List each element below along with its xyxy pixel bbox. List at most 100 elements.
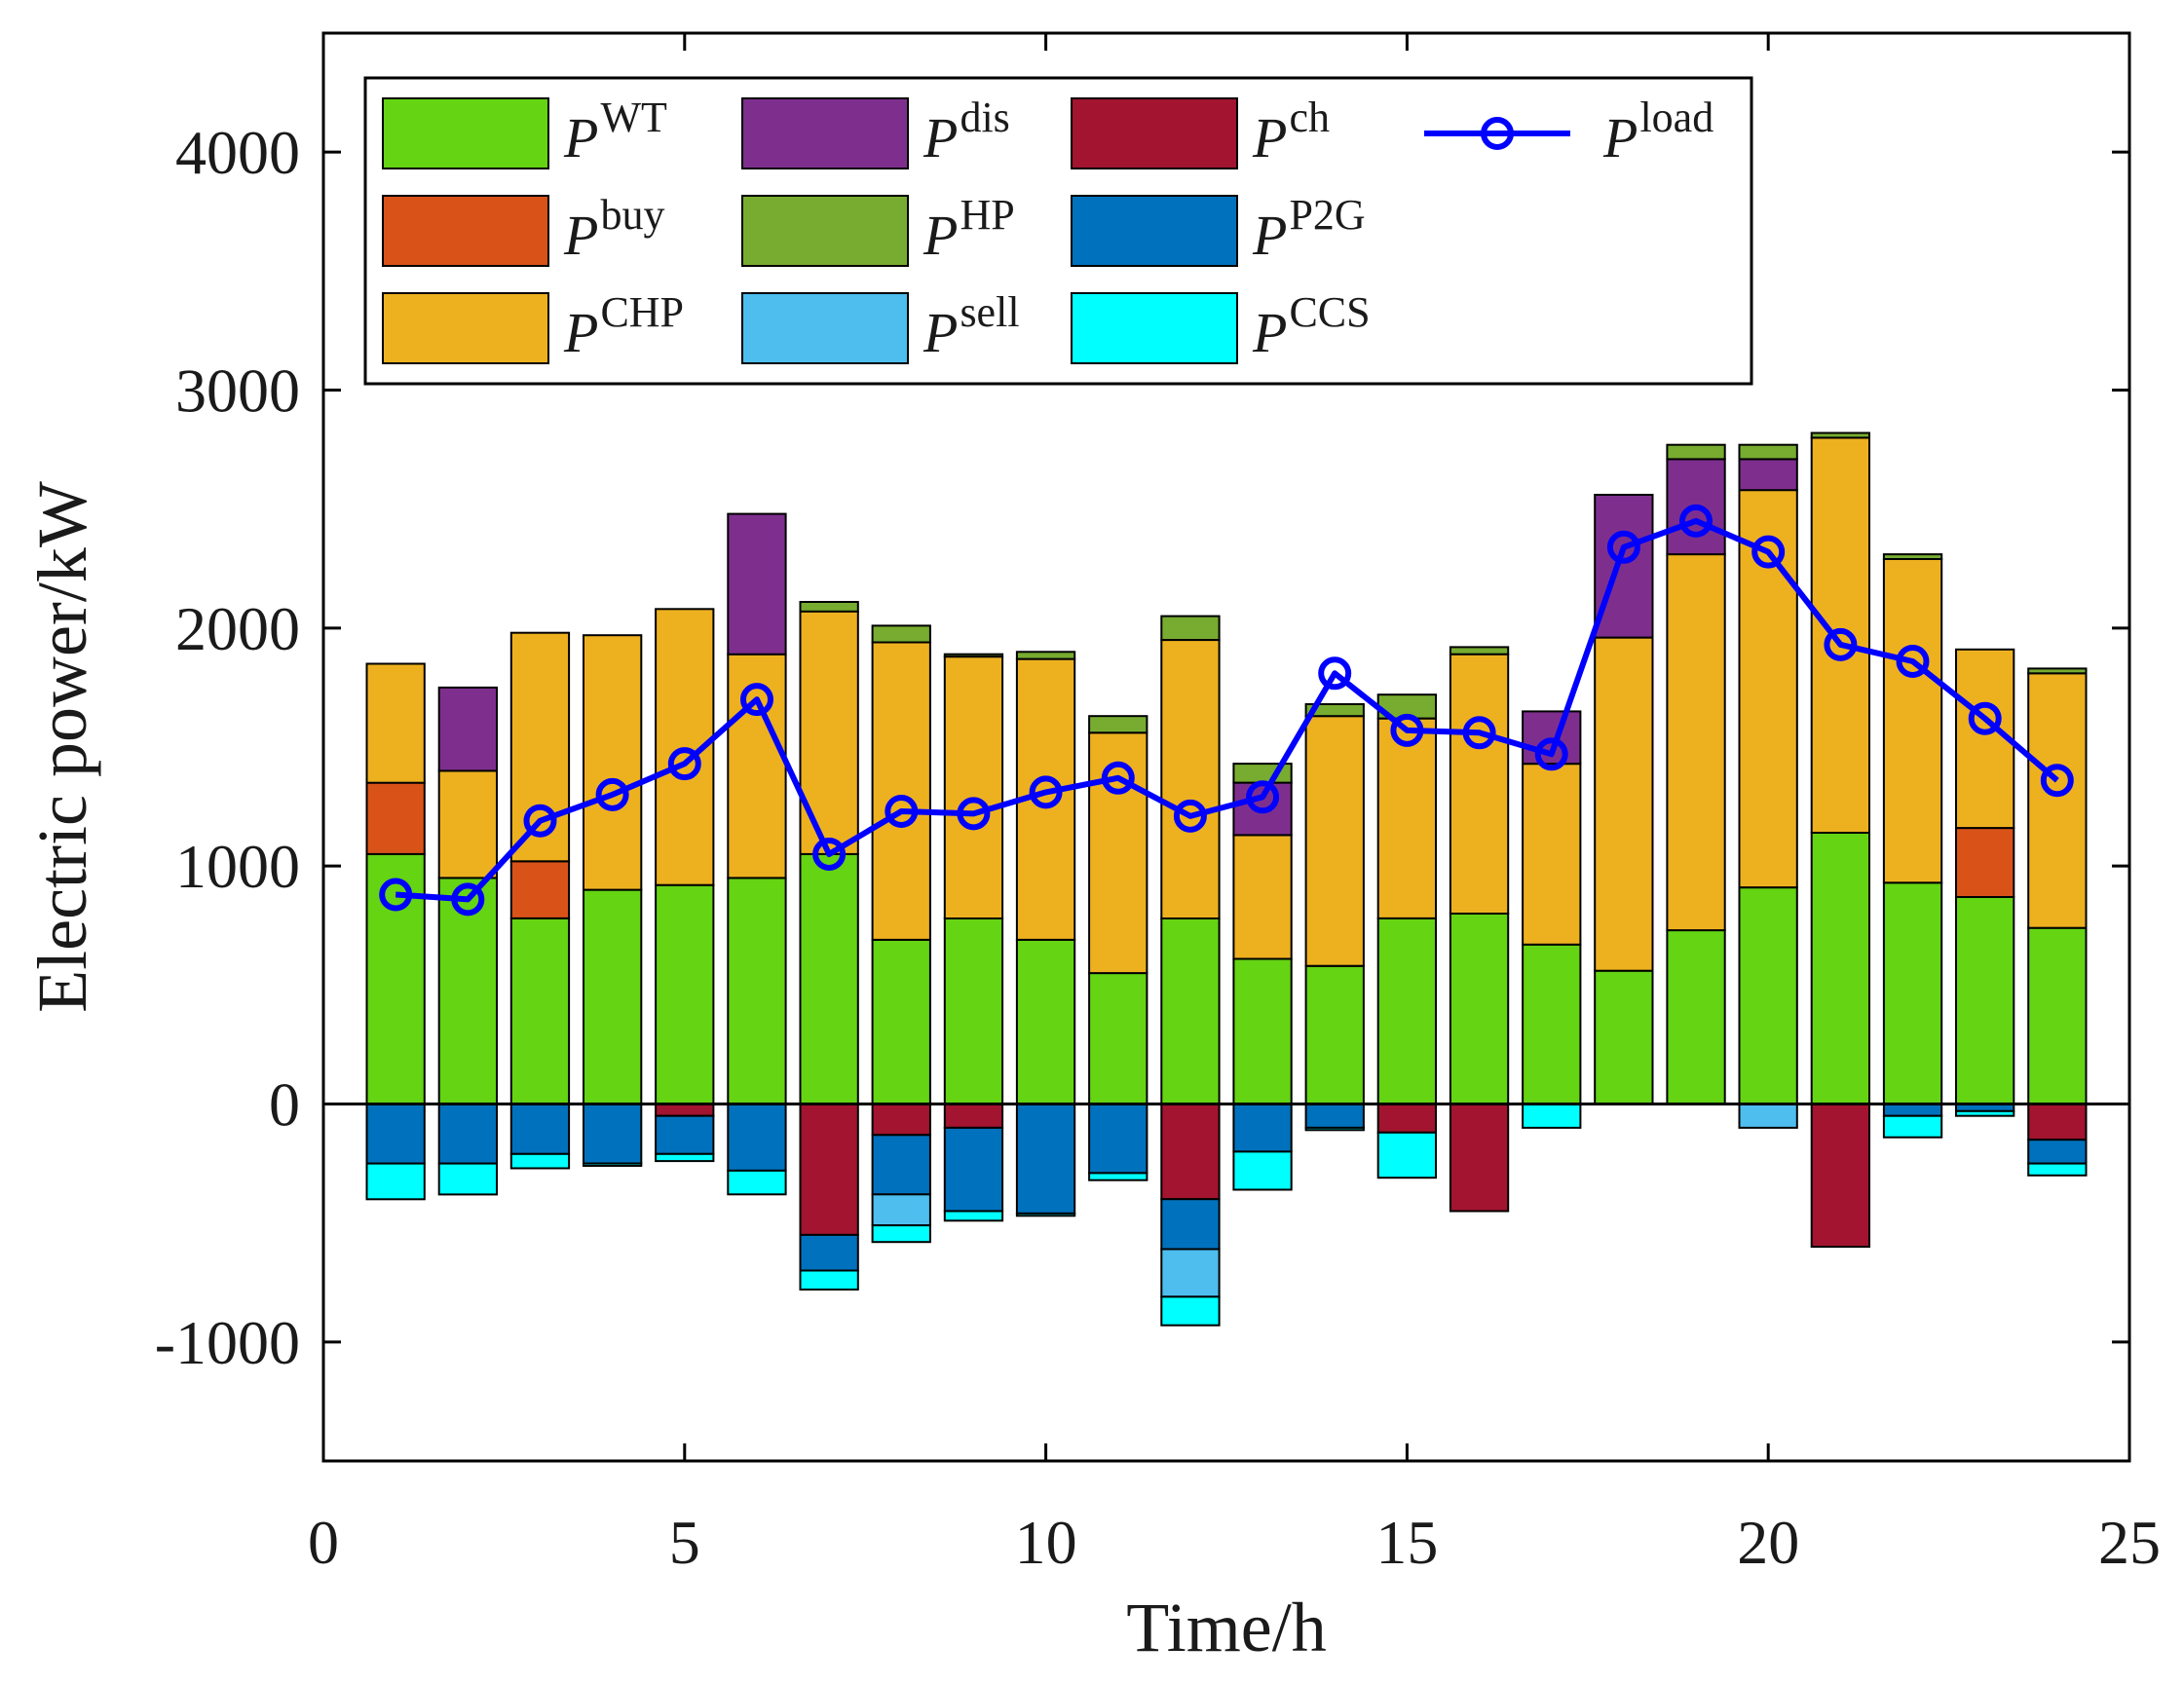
bar-buy-3 — [509, 860, 571, 919]
plot-frame — [321, 31, 2131, 1463]
bar-P2G-4 — [583, 1103, 643, 1165]
bar-ch-21 — [1810, 1103, 1870, 1249]
bar-CCS-1 — [365, 1162, 426, 1201]
load-point-16 — [1462, 716, 1496, 750]
load-point-18 — [1606, 530, 1640, 564]
bar-CCS-22 — [1882, 1114, 1943, 1139]
bar-dis-2 — [437, 686, 499, 772]
bar-P2G-2 — [437, 1103, 499, 1165]
bar-ch-7 — [799, 1103, 859, 1236]
bar-P2G-7 — [799, 1233, 859, 1272]
x-tick-label-25: 25 — [2098, 1508, 2161, 1577]
bar-CCS-8 — [871, 1224, 931, 1244]
bar-CHP-11 — [1088, 731, 1148, 975]
bar-CHP-15 — [1376, 717, 1437, 919]
load-point-19 — [1679, 504, 1713, 538]
bar-HP-8 — [871, 624, 931, 644]
legend-label-ch: Pch — [1252, 94, 1330, 169]
bar-CCS-24 — [2027, 1162, 2088, 1177]
bar-HP-10 — [1015, 651, 1076, 660]
bar-WT-20 — [1738, 886, 1798, 1105]
x-tick-label-10: 10 — [1015, 1508, 1077, 1577]
load-point-24 — [2040, 764, 2074, 798]
load-point-3 — [523, 804, 557, 838]
legend-box — [363, 76, 1753, 386]
bar-WT-21 — [1810, 832, 1870, 1105]
legend-label-WT: PWT — [563, 94, 667, 169]
bar-WT-14 — [1304, 964, 1365, 1105]
legend-swatch-HP — [741, 195, 909, 267]
x-tick-label-15: 15 — [1375, 1508, 1438, 1577]
bar-P2G-9 — [943, 1126, 1004, 1213]
bar-HP-21 — [1810, 431, 1870, 439]
bar-WT-6 — [727, 877, 787, 1105]
legend-label-buy: Pbuy — [563, 191, 664, 267]
legend-label-load: Pload — [1602, 94, 1713, 169]
bar-WT-3 — [509, 917, 571, 1105]
legend-swatch-ch — [1071, 97, 1238, 169]
legend-label-HP: PHP — [923, 191, 1015, 267]
legend-label-CHP: PCHP — [563, 288, 684, 364]
load-point-6 — [740, 683, 773, 717]
bar-CCS-17 — [1522, 1103, 1582, 1129]
bar-HP-19 — [1666, 443, 1726, 461]
legend-swatch-sell — [741, 292, 909, 364]
bar-CHP-3 — [509, 631, 571, 863]
bar-CCS-6 — [727, 1169, 787, 1196]
load-point-12 — [1173, 799, 1207, 833]
bar-CHP-16 — [1449, 653, 1510, 915]
bar-HP-22 — [1882, 553, 1943, 560]
bar-CHP-22 — [1882, 558, 1943, 884]
bar-HP-7 — [799, 601, 859, 613]
legend-label-sell: Psell — [923, 288, 1020, 364]
load-point-13 — [1246, 780, 1280, 814]
bar-WT-23 — [1955, 895, 2015, 1105]
load-point-23 — [1968, 701, 2002, 735]
bar-HP-12 — [1160, 615, 1221, 641]
bar-ch-15 — [1376, 1103, 1437, 1134]
bar-WT-11 — [1088, 972, 1148, 1105]
bar-dis-17 — [1522, 710, 1582, 766]
bar-WT-15 — [1376, 917, 1437, 1105]
bar-WT-10 — [1015, 938, 1076, 1105]
ticks-layer: 0 5 10 15 20 25 -1000 0 1000 2000 3000 4000 — [155, 33, 2161, 1577]
legend-swatch-buy — [382, 195, 549, 267]
load-point-1 — [379, 878, 413, 912]
bar-ch-24 — [2027, 1103, 2088, 1141]
bar-CCS-9 — [943, 1210, 1004, 1222]
bar-CHP-14 — [1304, 715, 1365, 967]
y-tick-label-4000: 4000 — [175, 118, 300, 187]
bar-HP-20 — [1738, 443, 1798, 461]
bar-CCS-13 — [1232, 1150, 1293, 1191]
bar-ch-16 — [1449, 1103, 1510, 1213]
bar-WT-18 — [1594, 969, 1654, 1105]
bar-HP-14 — [1304, 703, 1365, 718]
load-point-7 — [812, 838, 847, 871]
x-axis-title: Time/h — [1126, 1589, 1326, 1666]
bar-sell-12 — [1160, 1248, 1221, 1298]
bar-CCS-5 — [655, 1152, 715, 1163]
bar-P2G-13 — [1232, 1103, 1293, 1153]
bar-CHP-24 — [2027, 672, 2088, 929]
y-tick-label-0: 0 — [269, 1070, 300, 1140]
legend-swatch-CHP — [382, 292, 549, 364]
legend-swatch-dis — [741, 97, 909, 169]
load-point-17 — [1534, 737, 1568, 771]
bar-CHP-21 — [1810, 436, 1870, 834]
bar-P2G-10 — [1015, 1103, 1076, 1215]
bar-ch-12 — [1160, 1103, 1221, 1201]
bar-dis-20 — [1738, 458, 1798, 492]
bar-dis-18 — [1594, 494, 1654, 639]
bar-HP-9 — [943, 653, 1004, 658]
bar-CHP-1 — [365, 662, 426, 784]
bar-buy-23 — [1955, 827, 2015, 898]
bar-CCS-2 — [437, 1162, 499, 1196]
load-line-layer — [379, 504, 2074, 917]
bar-WT-16 — [1449, 913, 1510, 1105]
load-point-9 — [957, 797, 991, 831]
load-point-4 — [595, 777, 629, 811]
bar-CCS-3 — [509, 1152, 571, 1170]
load-point-22 — [1896, 645, 1930, 678]
bar-WT-19 — [1666, 929, 1726, 1105]
